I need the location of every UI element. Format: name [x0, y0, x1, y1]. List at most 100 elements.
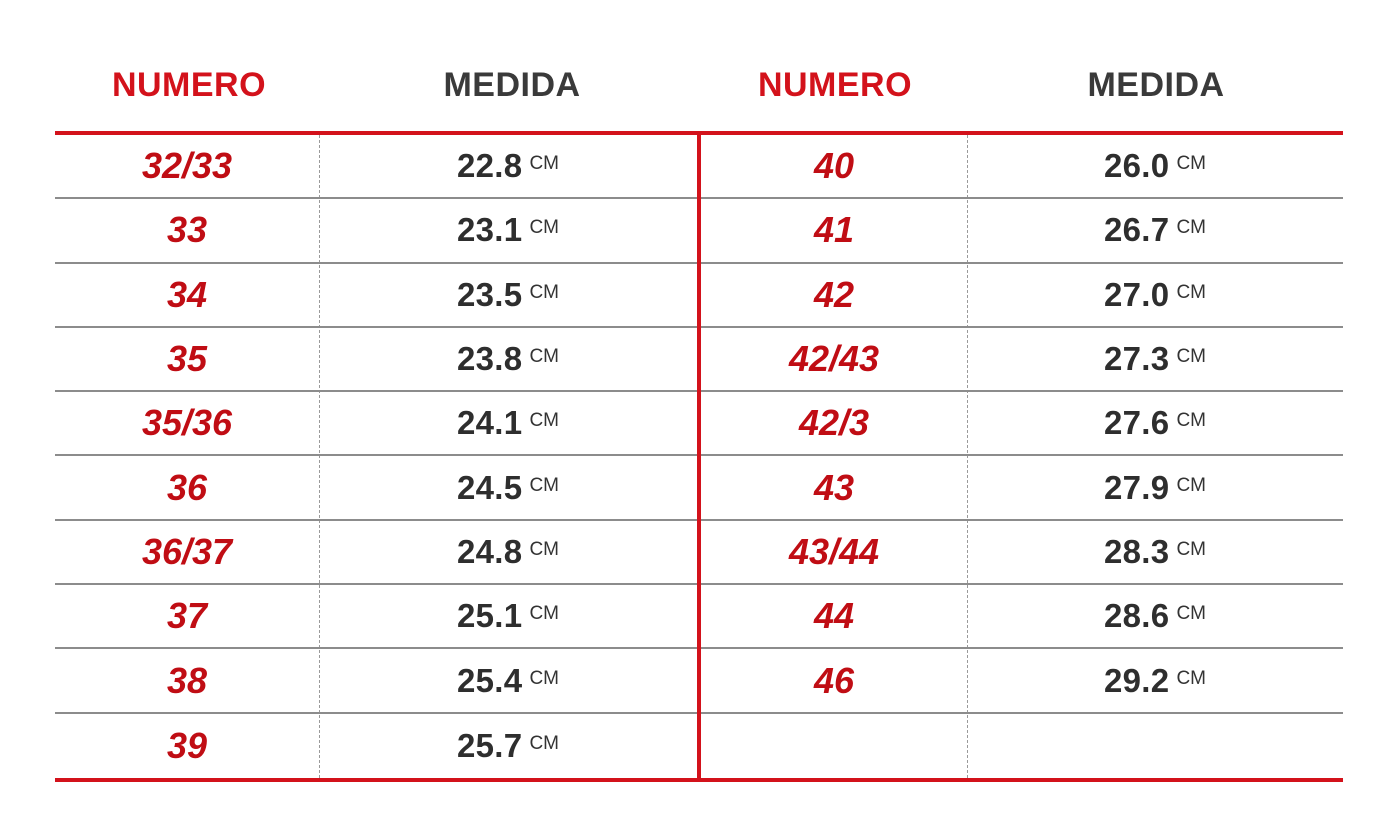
size-measure: 23.1 CM — [319, 199, 697, 261]
table-row: 38 25.4 CM — [55, 649, 697, 714]
table-row: 43 27.9 CM — [701, 457, 1343, 521]
size-number: 35 — [166, 338, 208, 380]
header-medida-left: MEDIDA — [443, 65, 581, 104]
measure-unit: CM — [1176, 346, 1206, 368]
table-row: 42 27.0 CM — [701, 264, 1343, 328]
measure-value: 23.5 — [457, 275, 523, 313]
measure-value: 26.7 — [1104, 211, 1170, 249]
measure-value: 23.8 — [457, 340, 523, 378]
table-row: 44 28.6 CM — [701, 585, 1343, 650]
measure-unit: CM — [529, 603, 559, 625]
size-measure: 24.8 CM — [319, 521, 697, 583]
header-numero-right: NUMERO — [757, 65, 913, 104]
size-number: 33 — [166, 209, 208, 251]
measure-unit: CM — [1176, 667, 1206, 689]
table-row: 42/43 27.3 CM — [701, 328, 1343, 393]
measure-value: 27.6 — [1104, 404, 1170, 442]
measure-unit: CM — [1176, 603, 1206, 625]
size-measure: 29.2 CM — [967, 649, 1343, 711]
table-row — [701, 714, 1343, 778]
size-number: 43/44 — [788, 530, 880, 572]
size-number: 46 — [813, 659, 855, 701]
measure-unit: CM — [529, 153, 559, 175]
size-measure: 23.5 CM — [319, 264, 697, 326]
size-measure: 26.0 CM — [967, 135, 1343, 197]
measure-value: 24.1 — [457, 404, 523, 442]
measure-unit: CM — [529, 346, 559, 368]
measure-value: 24.5 — [457, 468, 523, 506]
table-row: 37 25.1 CM — [55, 585, 697, 650]
measure-unit: CM — [1176, 281, 1206, 303]
size-number: 42/3 — [798, 402, 870, 444]
table-row: 41 26.7 CM — [701, 199, 1343, 264]
size-number: 40 — [813, 145, 855, 187]
size-number: 32/33 — [141, 145, 233, 187]
size-number: 39 — [166, 724, 208, 766]
table-left-half: 32/33 22.8 CM 33 23.1 CM 34 23.5 CM 35 23.8 CM 35/36… — [55, 135, 701, 778]
table-row: 32/33 22.8 CM — [55, 135, 697, 200]
table-row: 35/36 24.1 CM — [55, 392, 697, 457]
table-row: 33 23.1 CM — [55, 199, 697, 264]
size-measure: 25.1 CM — [319, 585, 697, 647]
size-number: 42 — [813, 273, 855, 315]
size-number: 35/36 — [141, 402, 233, 444]
size-table: 32/33 22.8 CM 33 23.1 CM 34 23.5 CM 35 23.8 CM 35/36… — [55, 131, 1343, 782]
table-header: NUMERO MEDIDA NUMERO MEDIDA — [55, 40, 1343, 130]
measure-unit: CM — [529, 538, 559, 560]
measure-unit: CM — [529, 667, 559, 689]
table-row: 36/37 24.8 CM — [55, 521, 697, 586]
table-row: 34 23.5 CM — [55, 264, 697, 328]
measure-value: 25.7 — [457, 726, 523, 764]
measure-value: 22.8 — [457, 147, 523, 185]
measure-value: 26.0 — [1104, 147, 1170, 185]
size-number: 44 — [813, 595, 855, 637]
size-measure: 28.6 CM — [967, 585, 1343, 647]
table-row: 36 24.5 CM — [55, 457, 697, 521]
table-right-half: 40 26.0 CM 41 26.7 CM 42 27.0 CM 42/43 27.3 CM 42/3 2… — [701, 135, 1343, 778]
measure-value: 24.8 — [457, 532, 523, 570]
measure-value: 23.1 — [457, 211, 523, 249]
size-measure: 27.0 CM — [967, 264, 1343, 326]
measure-unit: CM — [529, 732, 559, 754]
measure-value: 28.6 — [1104, 597, 1170, 635]
size-measure: 24.5 CM — [319, 457, 697, 519]
size-number: 43 — [813, 466, 855, 508]
measure-unit: CM — [529, 281, 559, 303]
measure-value: 27.9 — [1104, 468, 1170, 506]
size-number: 36/37 — [141, 530, 233, 572]
measure-unit: CM — [1176, 217, 1206, 239]
table-row: 35 23.8 CM — [55, 328, 697, 393]
size-measure: 26.7 CM — [967, 199, 1343, 261]
size-number: 37 — [166, 595, 208, 637]
table-row: 46 29.2 CM — [701, 649, 1343, 714]
measure-unit: CM — [1176, 410, 1206, 432]
size-measure: 24.1 CM — [319, 392, 697, 454]
table-row: 39 25.7 CM — [55, 714, 697, 778]
column-divider — [319, 135, 320, 778]
measure-value: 25.1 — [457, 597, 523, 635]
size-number: 38 — [166, 659, 208, 701]
header-numero-left: NUMERO — [111, 65, 267, 104]
measure-unit: CM — [1176, 153, 1206, 175]
column-divider — [967, 135, 968, 778]
measure-value: 29.2 — [1104, 661, 1170, 699]
table-row: 42/3 27.6 CM — [701, 392, 1343, 457]
measure-unit: CM — [529, 217, 559, 239]
size-number: 36 — [166, 466, 208, 508]
size-number: 41 — [813, 209, 855, 251]
size-number: 34 — [166, 273, 208, 315]
table-row: 43/44 28.3 CM — [701, 521, 1343, 586]
measure-unit: CM — [529, 410, 559, 432]
size-measure: 27.3 CM — [967, 328, 1343, 390]
measure-unit: CM — [529, 474, 559, 496]
size-measure: 22.8 CM — [319, 135, 697, 197]
size-measure: 27.6 CM — [967, 392, 1343, 454]
measure-unit: CM — [1176, 538, 1206, 560]
size-measure: 25.7 CM — [319, 714, 697, 778]
size-measure: 25.4 CM — [319, 649, 697, 711]
table-row: 40 26.0 CM — [701, 135, 1343, 200]
measure-value: 28.3 — [1104, 532, 1170, 570]
measure-unit: CM — [1176, 474, 1206, 496]
measure-value: 25.4 — [457, 661, 523, 699]
